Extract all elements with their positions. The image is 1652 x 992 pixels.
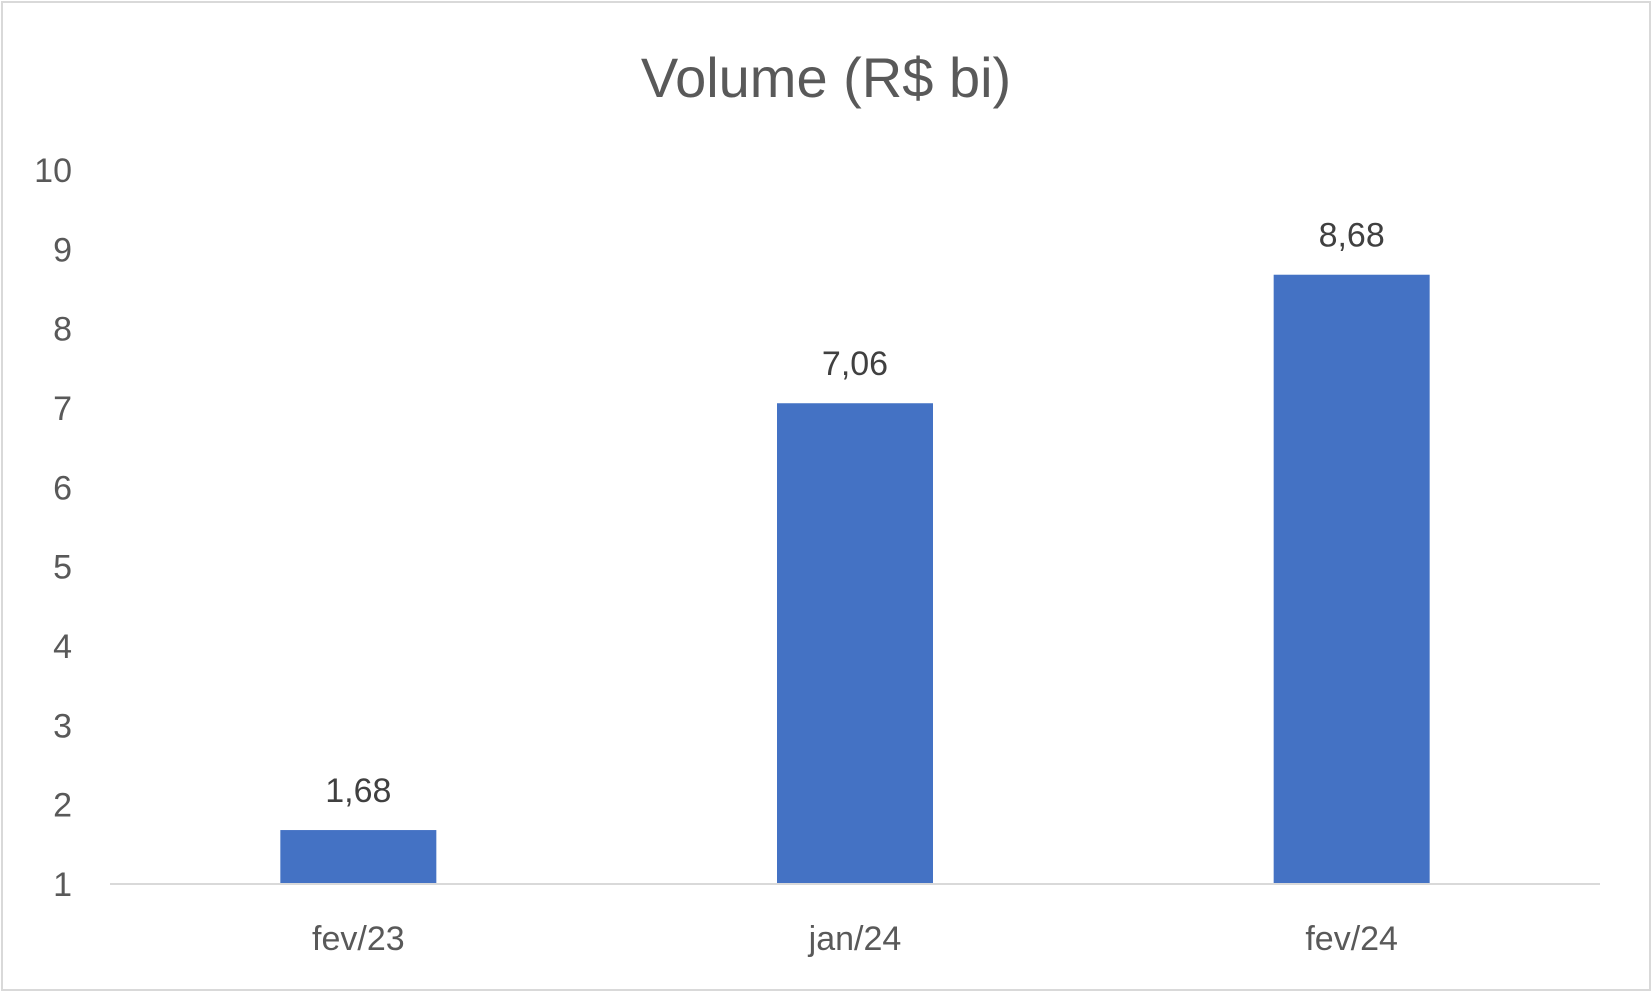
- data-labels-group: 1,68 7,06 8,68: [325, 217, 1385, 810]
- y-tick-label: 1: [53, 866, 72, 904]
- bar-jan-24: [777, 403, 933, 884]
- y-tick-label: 10: [34, 152, 72, 190]
- bars-group: [280, 274, 1430, 885]
- y-tick-label: 6: [53, 469, 72, 507]
- data-label: 8,68: [1319, 217, 1385, 255]
- bar-fev-23: [280, 830, 437, 884]
- y-tick-label: 4: [53, 628, 72, 666]
- data-label: 1,68: [325, 772, 391, 810]
- bar-fev-24: [1273, 274, 1430, 885]
- y-axis: 1 2 3 4 5 6 7 8 9 10: [34, 152, 72, 904]
- x-tick-label: jan/24: [808, 920, 902, 958]
- x-tick-label: fev/23: [312, 920, 405, 958]
- y-tick-label: 7: [53, 390, 72, 428]
- y-tick-label: 5: [53, 549, 72, 587]
- data-label: 7,06: [822, 345, 888, 383]
- y-tick-label: 3: [53, 707, 72, 745]
- y-tick-label: 9: [53, 231, 72, 269]
- y-tick-label: 8: [53, 311, 72, 349]
- y-tick-label: 2: [53, 787, 72, 825]
- x-axis: fev/23 jan/24 fev/24: [312, 920, 1398, 958]
- x-tick-label: fev/24: [1305, 920, 1398, 958]
- chart-title: Volume (R$ bi): [641, 46, 1011, 109]
